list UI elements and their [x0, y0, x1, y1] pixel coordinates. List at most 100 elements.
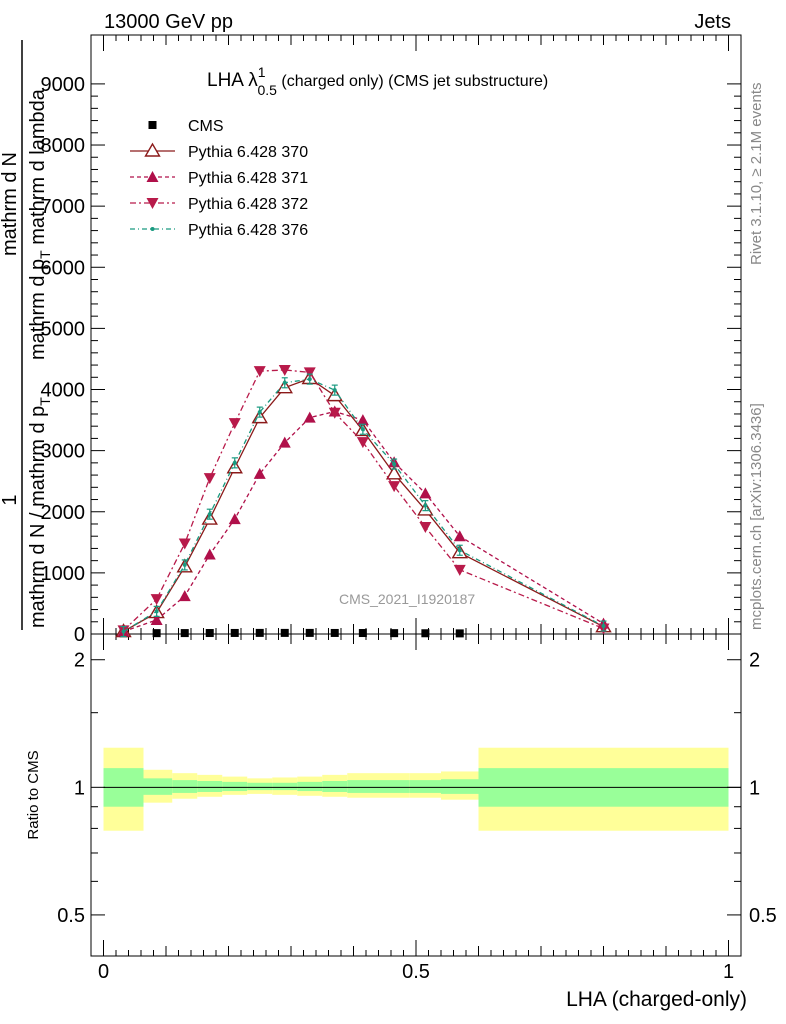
- data-point: [180, 629, 189, 638]
- series-line: [123, 378, 604, 633]
- legend-label: CMS: [188, 118, 224, 135]
- data-point: [182, 562, 187, 567]
- legend-label: Pythia 6.428 370: [188, 144, 308, 161]
- ratio-band-inner: [143, 778, 173, 795]
- ratio-bands: [103, 747, 741, 831]
- data-point: [203, 548, 216, 560]
- legend-entry-p371: Pythia 6.428 371: [130, 170, 308, 187]
- data-point: [305, 628, 314, 637]
- data-point: [282, 380, 287, 385]
- data-point: [278, 436, 291, 448]
- ratio-y-tick-label-right: 1: [749, 777, 760, 799]
- data-point: [280, 628, 289, 637]
- ratio-y-tick-label: 1: [74, 777, 85, 799]
- rivet-label: Rivet 3.1.10, ≥ 2.1M events: [748, 83, 765, 266]
- legend-entry-p376: Pythia 6.428 376: [130, 222, 308, 239]
- ratio-band-inner: [172, 780, 198, 793]
- x-tick-label: 1: [723, 961, 734, 983]
- data-point: [390, 629, 399, 638]
- watermark: CMS_2021_I1920187: [339, 591, 475, 607]
- ratio-band-inner: [322, 780, 348, 792]
- y-tick-label: 0: [74, 624, 85, 646]
- series-line: [123, 410, 604, 633]
- legend-marker: [150, 227, 155, 231]
- ratio-band-inner: [272, 782, 298, 791]
- x-tick-label: 0: [98, 961, 109, 983]
- data-point: [385, 465, 403, 480]
- legend-label: Pythia 6.428 376: [188, 222, 308, 239]
- main-ylabel: 1 mathrm d N / mathrm d pT mathrm dN mat…: [0, 40, 53, 630]
- header-left: 13000 GeV pp: [104, 11, 233, 33]
- data-point: [419, 487, 432, 499]
- ylabel-overlay-numerator: mathrm dN: [0, 152, 21, 256]
- data-point: [457, 548, 462, 553]
- y-tick-label: 1000: [41, 563, 86, 585]
- data-point: [230, 628, 239, 637]
- ratio-band-inner: [347, 780, 379, 793]
- y-tick-label: 3000: [41, 441, 86, 463]
- data-point: [330, 628, 339, 637]
- data-point: [178, 590, 191, 602]
- ratio-y-tick-label-right: 0.5: [749, 905, 777, 927]
- data-point: [360, 427, 365, 432]
- data-point: [253, 366, 266, 378]
- data-point: [423, 503, 428, 508]
- y-tick-label: 2000: [41, 502, 86, 524]
- data-point: [178, 538, 191, 550]
- series-line: [123, 377, 604, 633]
- data-point: [392, 462, 397, 467]
- data-point: [419, 522, 432, 534]
- data-point: [601, 624, 606, 629]
- ratio-band-inner: [247, 782, 273, 791]
- legend-marker: [148, 121, 157, 129]
- legend-marker: [146, 198, 159, 209]
- y-tick-label: 7000: [41, 196, 86, 218]
- ratio-band-inner: [441, 779, 479, 794]
- legend-entry-p370: Pythia 6.428 370: [130, 142, 308, 161]
- data-point: [421, 629, 430, 638]
- legend-marker: [144, 142, 161, 157]
- legend-label: Pythia 6.428 372: [188, 196, 308, 213]
- x-axis-label: LHA (charged-only): [566, 988, 747, 1011]
- data-point: [356, 414, 369, 426]
- legend-label: Pythia 6.428 371: [188, 170, 308, 187]
- y-tick-label: 5000: [41, 318, 86, 340]
- x-ticks: 0 0.5 1: [98, 35, 734, 983]
- ylabel-overlay-denominator: mathrm d pT mathrm d lambda: [27, 88, 53, 360]
- ratio-y-tick-label-right: 2: [749, 650, 760, 672]
- main-y-ticks: 0 1000 2000 3000 4000 5000 6000 7000 8000 9000: [41, 74, 741, 646]
- data-point: [121, 629, 126, 634]
- ratio-band-inner: [297, 781, 323, 792]
- ratio-y-ticks: 0.5 0.5 1 1 2 2: [57, 650, 777, 927]
- data-point: [388, 481, 401, 493]
- data-point: [303, 411, 316, 423]
- x-tick-label: 0.5: [402, 961, 430, 983]
- ratio-y-tick-label: 0.5: [57, 905, 85, 927]
- data-point: [356, 437, 369, 449]
- y-tick-label: 9000: [41, 74, 86, 96]
- data-point: [455, 629, 464, 638]
- y-tick-label: 8000: [41, 135, 86, 157]
- ratio-y-tick-label: 2: [74, 650, 85, 672]
- legend: CMS Pythia 6.428 370 Pythia 6.428 371 Pythi…: [130, 118, 308, 239]
- series-layer: [115, 364, 612, 638]
- data-point: [207, 512, 212, 517]
- header-right: Jets: [694, 11, 731, 33]
- data-point: [307, 377, 312, 382]
- data-point: [150, 594, 163, 606]
- data-point: [303, 367, 316, 379]
- y-tick-label: 6000: [41, 257, 86, 279]
- data-point: [152, 629, 161, 638]
- ratio-ylabel: Ratio to CMS: [25, 750, 42, 839]
- ratio-band-inner: [222, 781, 248, 792]
- legend-marker: [146, 171, 159, 182]
- data-point: [150, 613, 163, 625]
- data-point: [328, 407, 341, 419]
- data-point: [154, 609, 159, 614]
- data-point: [332, 388, 337, 393]
- legend-entry-p372: Pythia 6.428 372: [130, 196, 308, 213]
- data-point: [253, 467, 266, 479]
- plot-title: LHA λ1 0.5 (charged only) (CMS jet substr…: [207, 64, 548, 98]
- ylabel-denominator: mathrm d N / mathrm d pT: [27, 397, 53, 628]
